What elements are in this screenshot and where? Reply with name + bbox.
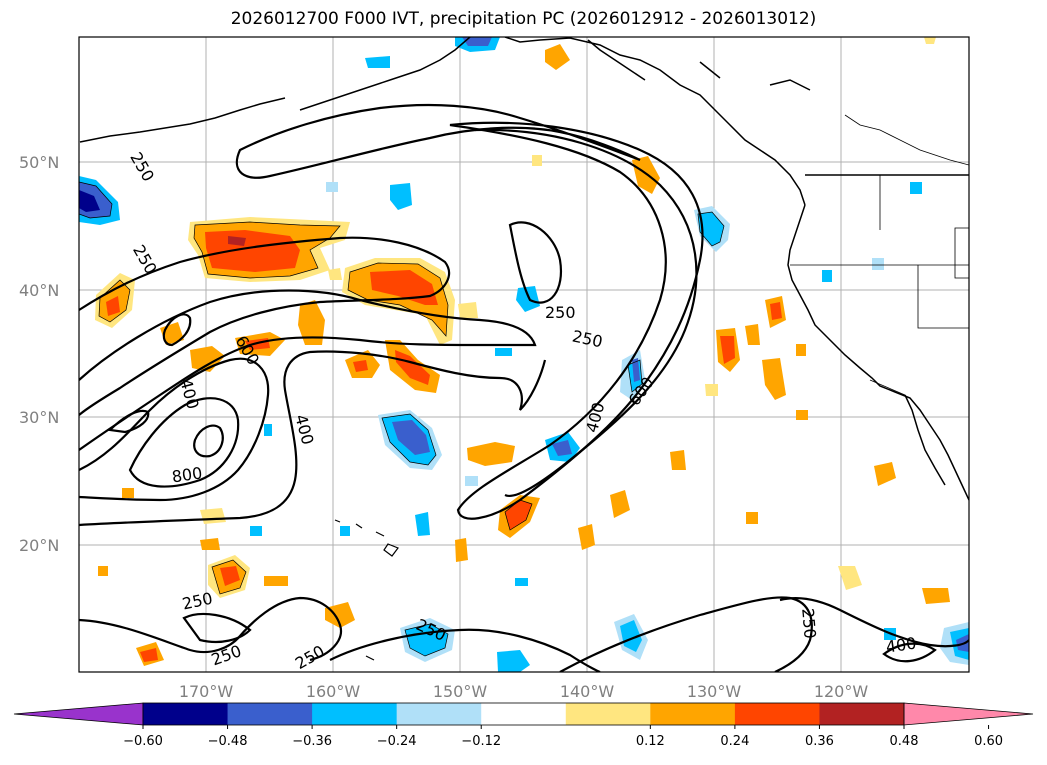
colorbar-segment (227, 703, 313, 725)
lon-label-170w: 170°W (179, 682, 234, 701)
colorbar-segment (650, 703, 736, 725)
longitude-labels: 170°W 160°W 150°W 140°W 130°W 120°W (179, 682, 869, 701)
lon-label-160w: 160°W (306, 682, 361, 701)
map-title: 2026012700 F000 IVT, precipitation PC (2… (230, 9, 817, 29)
ivt-contours (79, 103, 969, 672)
lon-label-150w: 150°W (433, 682, 488, 701)
lon-label-120w: 120°W (814, 682, 869, 701)
coastlines (79, 37, 969, 501)
colorbar-tick-labels: −0.60 −0.48 −0.36 −0.24 −0.12 0.12 0.24 0.36 0.4… (123, 734, 1003, 749)
colorbar-segment (312, 703, 398, 725)
colorbar-segment (396, 703, 482, 725)
lat-label-30n: 30°N (19, 408, 59, 427)
pc-thin-contours (79, 181, 725, 657)
colorbar-tick-label: 0.48 (890, 734, 919, 749)
colorbar-tick-label: −0.48 (208, 734, 248, 749)
contour-label: 250 (798, 607, 820, 639)
political-borders (790, 114, 969, 396)
map-frame (78, 36, 970, 673)
colorbar-tick-label: 0.12 (636, 734, 665, 749)
lon-label-140w: 140°W (560, 682, 615, 701)
colorbar-segment (819, 703, 905, 725)
colorbar-tick-label: −0.12 (461, 734, 501, 749)
colorbar (13, 702, 1034, 729)
lat-label-20n: 20°N (19, 536, 59, 555)
lat-label-40n: 40°N (19, 281, 59, 300)
lon-label-130w: 130°W (687, 682, 742, 701)
graticule (79, 37, 969, 672)
colorbar-tick-label: 0.36 (805, 734, 834, 749)
colorbar-extend-low (13, 702, 144, 726)
colorbar-segment (565, 703, 651, 725)
latitude-labels: 50°N 40°N 30°N 20°N (19, 153, 59, 555)
contour-label: 800 (171, 463, 204, 486)
colorbar-frame (142, 702, 905, 726)
colorbar-tick-label: 0.60 (974, 734, 1003, 749)
colorbar-tick-label: −0.24 (377, 734, 417, 749)
colorbar-tick-label: 0.24 (720, 734, 749, 749)
contour-label: 400 (885, 634, 918, 657)
lat-label-50n: 50°N (19, 153, 59, 172)
colorbar-extend-high (903, 702, 1034, 726)
precip-negative-areas (79, 37, 969, 672)
colorbar-segment (481, 703, 567, 725)
colorbar-tick-label: −0.36 (292, 734, 332, 749)
colorbar-tick-label: −0.60 (123, 734, 163, 749)
islands (334, 519, 399, 661)
colorbar-segment (143, 703, 229, 725)
contour-label: 250 (545, 303, 576, 322)
colorbar-segment (734, 703, 820, 725)
